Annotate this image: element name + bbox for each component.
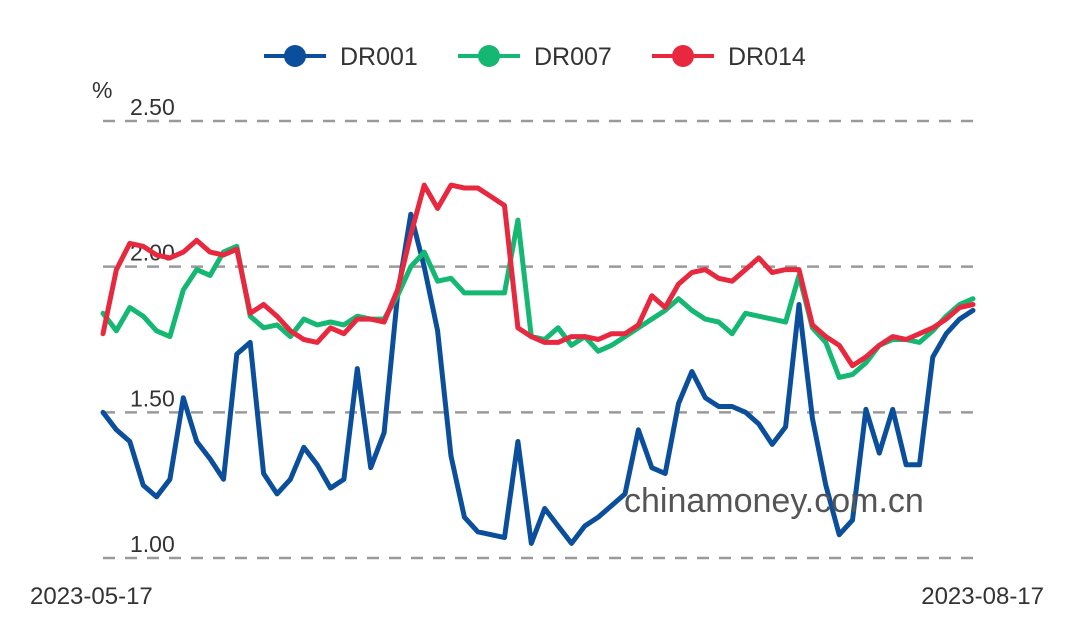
legend-label: DR007	[534, 43, 612, 71]
y-axis-unit: %	[92, 77, 112, 103]
legend-marker	[672, 45, 694, 67]
series-line-dr001	[100, 211, 976, 546]
y-tick-label: 1.00	[130, 531, 175, 557]
x-axis-end-label: 2023-08-17	[921, 583, 1044, 610]
legend-item-dr014: DR014	[652, 43, 806, 71]
series-line-dr014	[100, 182, 976, 369]
series-lines	[100, 182, 976, 546]
watermark: chinamoney.com.cn	[624, 482, 924, 520]
y-axis-ticks: 2.502.001.501.00	[130, 94, 175, 557]
legend-marker	[284, 45, 306, 67]
legend-marker	[478, 45, 500, 67]
x-axis-start-label: 2023-05-17	[30, 583, 153, 610]
legend-item-dr001: DR001	[264, 43, 418, 71]
legend: DR001 DR007 DR014	[264, 43, 806, 71]
legend-item-dr007: DR007	[458, 43, 612, 71]
legend-label: DR014	[728, 43, 806, 71]
legend-label: DR001	[340, 43, 418, 71]
y-tick-label: 1.50	[130, 385, 175, 411]
y-tick-label: 2.50	[130, 94, 175, 120]
